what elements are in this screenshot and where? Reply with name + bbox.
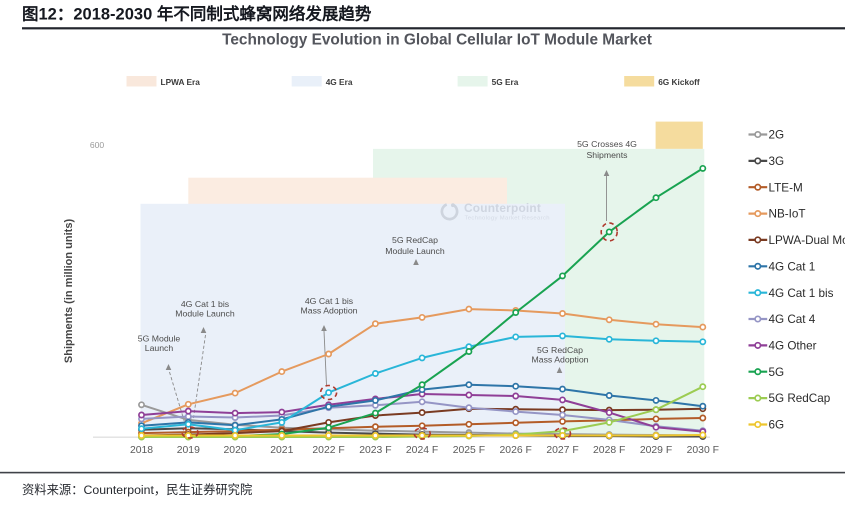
svg-text:5G Crosses 4G: 5G Crosses 4G <box>577 139 637 149</box>
svg-text:4G Cat 1 bis: 4G Cat 1 bis <box>305 296 354 306</box>
svg-text:Counterpoint: Counterpoint <box>464 201 541 215</box>
svg-text:2023 F: 2023 F <box>359 445 391 456</box>
svg-text:4G Cat 1: 4G Cat 1 <box>769 260 816 273</box>
svg-text:2020: 2020 <box>224 445 247 456</box>
svg-text:2019: 2019 <box>177 445 200 456</box>
svg-text:2027 F: 2027 F <box>546 445 578 456</box>
svg-text:3G: 3G <box>769 155 785 168</box>
svg-text:2022 F: 2022 F <box>312 445 344 456</box>
svg-text:4G Cat 1 bis: 4G Cat 1 bis <box>769 287 834 300</box>
svg-text:5G: 5G <box>769 366 785 379</box>
svg-text:600: 600 <box>90 140 105 150</box>
svg-text:LTE-M: LTE-M <box>769 181 803 194</box>
svg-text:Technology Evolution in Global: Technology Evolution in Global Cellular … <box>222 32 652 49</box>
svg-text:LPWA-Dual Mode: LPWA-Dual Mode <box>769 234 845 247</box>
svg-text:2G: 2G <box>769 129 785 142</box>
svg-text:2025 F: 2025 F <box>453 445 485 456</box>
svg-text:4G Cat 4: 4G Cat 4 <box>769 313 816 326</box>
svg-text:资料来源：Counterpoint，民生证券研究院: 资料来源：Counterpoint，民生证券研究院 <box>22 482 252 497</box>
svg-text:6G: 6G <box>769 419 785 432</box>
svg-text:4G Other: 4G Other <box>769 340 817 353</box>
svg-text:2018: 2018 <box>130 445 153 456</box>
svg-text:NB-IoT: NB-IoT <box>769 208 806 221</box>
svg-text:5G RedCap: 5G RedCap <box>769 392 831 405</box>
svg-text:4G Cat 1 bis: 4G Cat 1 bis <box>181 299 230 309</box>
svg-text:2029 F: 2029 F <box>640 445 672 456</box>
svg-text:5G Module: 5G Module <box>138 334 181 344</box>
svg-text:2028 F: 2028 F <box>593 445 625 456</box>
svg-text:2026 F: 2026 F <box>500 445 532 456</box>
svg-text:5G RedCap: 5G RedCap <box>537 345 583 355</box>
svg-text:Mass Adoption: Mass Adoption <box>532 355 589 365</box>
svg-text:5G Era: 5G Era <box>492 77 519 87</box>
svg-text:Launch: Launch <box>145 343 174 353</box>
svg-text:Mass Adoption: Mass Adoption <box>301 306 358 316</box>
svg-text:Module Launch: Module Launch <box>385 246 445 256</box>
svg-text:LPWA Era: LPWA Era <box>161 77 201 87</box>
svg-text:Shipments: Shipments <box>586 150 628 160</box>
svg-text:图12：2018-2030 年不同制式蜂窝网络发展趋势: 图12：2018-2030 年不同制式蜂窝网络发展趋势 <box>22 4 372 24</box>
svg-text:Shipments (in million units): Shipments (in million units) <box>63 219 75 364</box>
svg-text:5G RedCap: 5G RedCap <box>392 235 438 245</box>
svg-text:4G Era: 4G Era <box>326 77 353 87</box>
svg-text:Module Launch: Module Launch <box>175 309 235 319</box>
svg-text:6G Kickoff: 6G Kickoff <box>658 77 700 87</box>
svg-text:2030 F: 2030 F <box>687 445 719 456</box>
svg-text:Technology Market Research: Technology Market Research <box>465 215 550 221</box>
svg-text:2021: 2021 <box>270 445 293 456</box>
svg-text:2024 F: 2024 F <box>406 445 438 456</box>
